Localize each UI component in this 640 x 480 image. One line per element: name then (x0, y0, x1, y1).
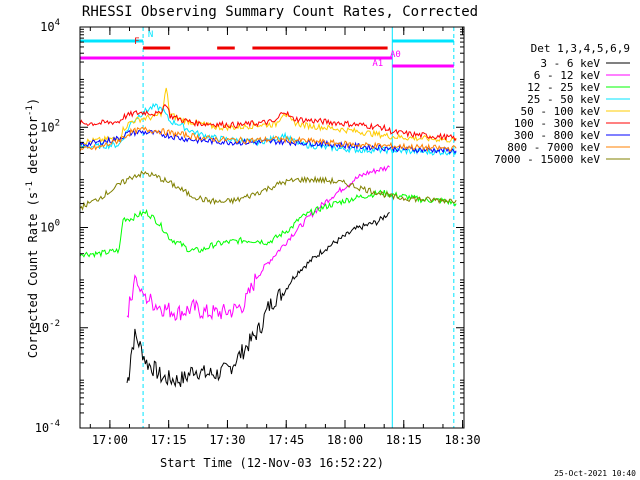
x-tick-label: 17:45 (268, 433, 304, 447)
timestamp: 25-Oct-2021 10:40 (554, 469, 636, 478)
x-axis-label: Start Time (12-Nov-03 16:52:22) (160, 456, 384, 470)
series-line (79, 170, 457, 211)
flag-label: A0 (390, 50, 401, 60)
series-line (126, 211, 390, 388)
series-line (79, 103, 457, 142)
plot-frame (79, 26, 465, 429)
chart-title: RHESSI Observing Summary Count Rates, Co… (82, 4, 478, 20)
x-tick-label: 18:00 (327, 433, 363, 447)
flag-label: A1 (372, 59, 383, 69)
y-tick-label: 102 (40, 118, 60, 134)
y-tick-label: 10-2 (35, 319, 60, 335)
y-axis-label: Corrected Count Rate (s-1 detector-1) (25, 98, 40, 358)
legend-label: 100 - 300 keV (514, 117, 600, 130)
x-tick-label: 18:30 (444, 433, 480, 447)
legend-label: 7000 - 15000 keV (494, 153, 600, 166)
series-line (79, 126, 457, 153)
flag-bars: NF A0 A1 (80, 30, 454, 69)
legend-label: 800 - 7000 keV (507, 141, 600, 154)
series-line (79, 87, 457, 146)
y-tick-label: 104 (40, 18, 60, 34)
axes: 104 102 100 10-2 10-4 17:00 17:15 17:30 17:45 18:… (35, 18, 481, 447)
y-tick-label: 10-4 (35, 419, 60, 435)
x-tick-label: 17:00 (92, 433, 128, 447)
series-line (126, 165, 390, 322)
plot-lines (79, 27, 457, 428)
legend-label: 300 - 800 keV (514, 129, 600, 142)
legend-title: Det 1,3,4,5,6,9 (531, 42, 630, 55)
x-tick-label: 17:15 (151, 433, 187, 447)
x-tick-label: 17:30 (209, 433, 245, 447)
flag-label: N (148, 30, 153, 40)
series-line (79, 189, 457, 259)
legend-label: 3 - 6 keV (540, 57, 600, 70)
y-tick-label: 100 (40, 219, 60, 235)
legend-label: 25 - 50 keV (527, 93, 600, 106)
legend-label: 6 - 12 keV (534, 69, 601, 82)
legend-label: 12 - 25 keV (527, 81, 600, 94)
legend-label: 50 - 100 keV (521, 105, 601, 118)
x-tick-label: 18:15 (386, 433, 422, 447)
flag-label: F (134, 37, 139, 47)
